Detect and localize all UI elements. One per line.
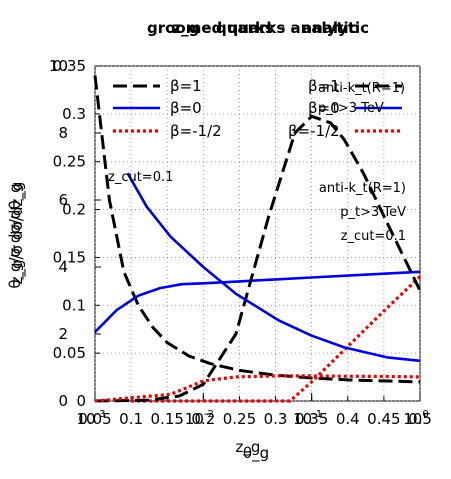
zcut-annotation-left: z_cut=0.1 xyxy=(108,170,173,185)
anti-kt-annotation-top: anti-k_t(R=1) xyxy=(318,81,405,96)
y-tick-label-zg: 0.05 xyxy=(53,344,86,362)
curve-zg-series-0 xyxy=(93,75,421,384)
y-axis-label-theta: θ_g/σ dσ/dθ_g xyxy=(6,183,25,288)
zcut-annotation: z_cut=0.1 xyxy=(341,229,406,244)
curve-zg-series-2 xyxy=(131,275,422,403)
x-tick-label-zg: 0.25 xyxy=(223,410,256,428)
x-tick-label-zg: 0.2 xyxy=(191,410,215,428)
x-tick-label-zg: 0.35 xyxy=(295,410,328,428)
chart-title-zg: z_g - quarks - analytic xyxy=(172,19,357,37)
curve-theta-series-0 xyxy=(94,114,422,403)
legend-label-beta0-left: β=0 xyxy=(170,99,202,117)
pt-annotation-top: p_t>3 TeV xyxy=(318,101,384,116)
curve-theta-series-1 xyxy=(126,172,421,363)
legend-marks xyxy=(113,84,402,133)
y-tick-label-zg: 0 xyxy=(76,392,86,410)
x-axis-label-theta: θ_g xyxy=(243,444,269,463)
legend-label-betam-left: β=-1/2 xyxy=(170,122,222,140)
x-tick-label-zg: 0.15 xyxy=(151,410,184,428)
curves xyxy=(93,75,422,403)
x-tick-label-zg: 0.3 xyxy=(264,410,288,428)
legend-label-beta1-right: β=1 xyxy=(308,77,340,95)
y-tick-label-zg: 0.1 xyxy=(62,296,86,314)
y-tick-label-theta: 6 xyxy=(58,191,68,209)
axis-ticks: 0.05 0.1 0.15 0.2 0.25 0.3 0.35 0.4 0.45 0.500.05… xyxy=(49,57,432,428)
x-tick-label-zg: 0.05 xyxy=(78,410,111,428)
y-tick-label-zg: 0.35 xyxy=(53,57,86,75)
y-tick-label-theta: 10 xyxy=(49,57,68,75)
x-tick-label-zg: 0.45 xyxy=(367,410,400,428)
y-axis-label-zg: z_g/σ dσ/dz_g xyxy=(8,182,27,285)
pt-annotation: p_t>3 TeV xyxy=(340,205,406,220)
legend-label-beta0-right: β=0 xyxy=(308,99,340,117)
y-tick-label-theta: 8 xyxy=(58,124,68,142)
anti-kt-annotation: anti-k_t(R=1) xyxy=(319,181,406,196)
x-tick-label-zg: 0.4 xyxy=(336,410,360,428)
y-tick-label-zg: 0.25 xyxy=(53,153,86,171)
curve-theta-series-2 xyxy=(94,374,421,403)
legend-label-beta1-left: β=1 xyxy=(170,77,202,95)
y-tick-label-zg: 0.3 xyxy=(62,105,86,123)
y-tick-label-zg: 0.2 xyxy=(62,201,86,219)
y-tick-label-zg: 0.15 xyxy=(53,248,86,266)
y-tick-label-theta: 0 xyxy=(58,392,68,410)
x-tick-label-zg: 0.1 xyxy=(119,410,143,428)
x-axis-label-zg: z_g xyxy=(236,438,261,457)
legend-label-betam-right: β=-1/2 xyxy=(288,122,340,140)
y-tick-label-theta: 2 xyxy=(58,325,68,343)
x-tick-label-zg: 0.5 xyxy=(408,410,432,428)
chart-title-theta: groomed quarks - analytic xyxy=(147,19,369,37)
y-tick-label-theta: 4 xyxy=(58,258,68,276)
